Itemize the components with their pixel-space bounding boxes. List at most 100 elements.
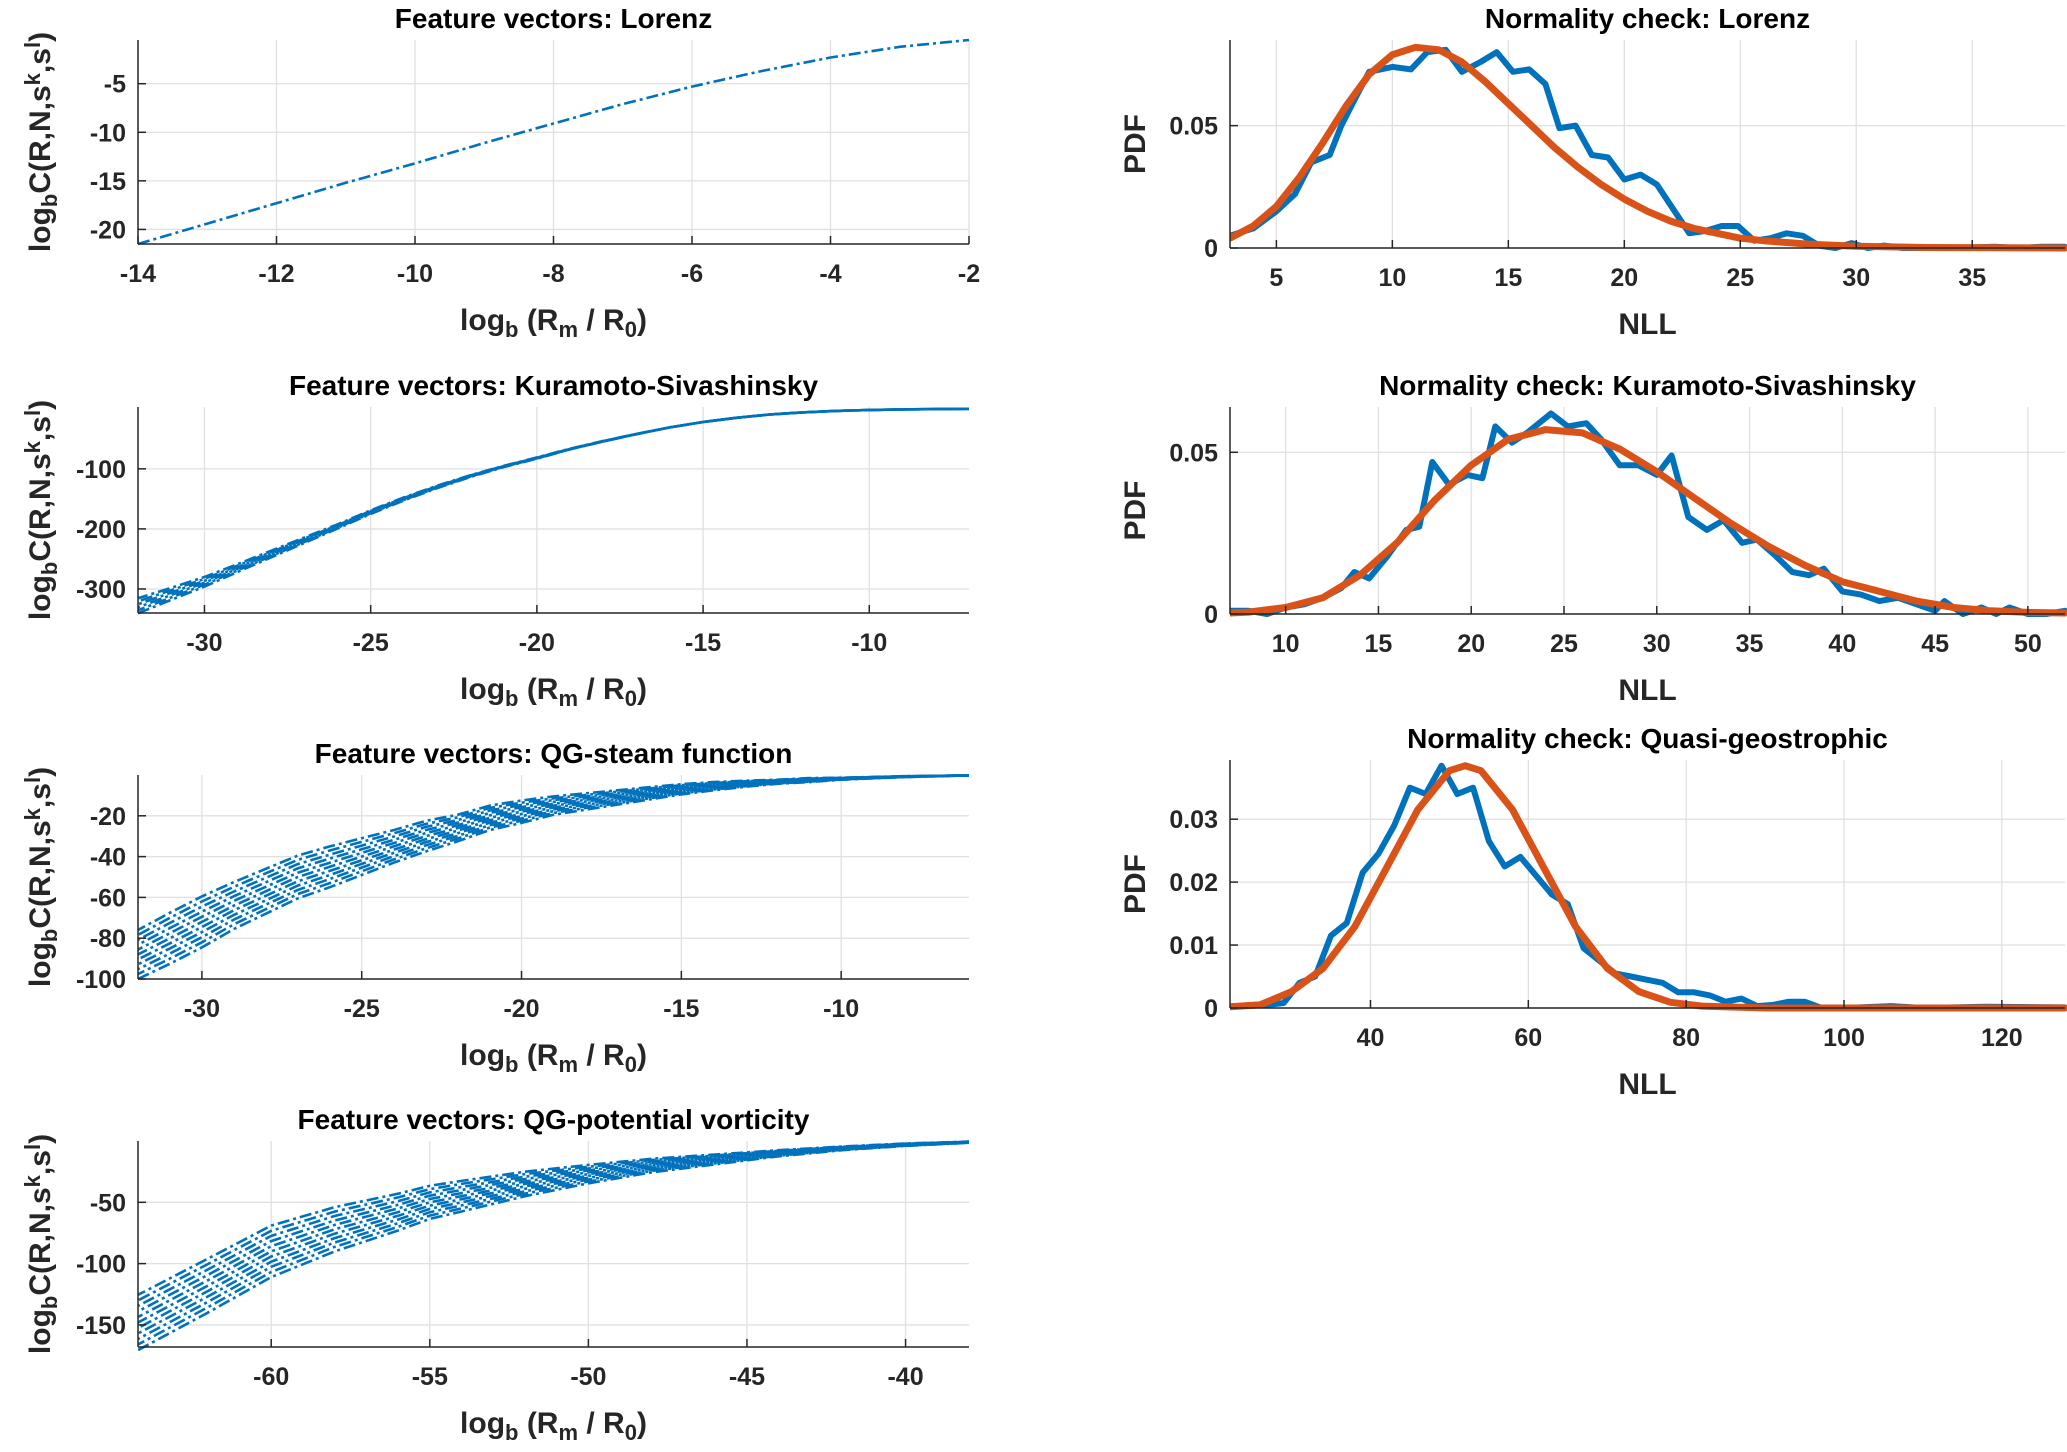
x-tick-label: -20 xyxy=(519,629,555,657)
chart-nc-qg: 40 60 80 100 120 0 0.01 0.02 0.03 Normality check… xyxy=(1119,723,2067,1101)
x-tick-label: -6 xyxy=(681,260,703,288)
label-segment: NLL xyxy=(1618,674,1676,707)
fit-series-line xyxy=(1230,426,2067,617)
x-tick-label: 30 xyxy=(1842,264,1870,292)
y-tick-label: 0.05 xyxy=(1169,439,1218,467)
label-segment: C(R,N,s xyxy=(24,1187,57,1295)
y-axis-label: logbC(R,N,sk,sl) xyxy=(20,400,61,620)
label-segment: l xyxy=(20,777,45,783)
label-segment: m xyxy=(558,317,578,342)
y-tick-label: 0.01 xyxy=(1169,932,1218,960)
x-axis-label: logb (Rm / R0) xyxy=(460,304,647,342)
y-tick-label: -50 xyxy=(90,1189,126,1217)
label-segment: b xyxy=(505,1420,518,1445)
plot-area xyxy=(1230,43,2067,252)
y-tick-label: -200 xyxy=(76,516,126,544)
x-tick-label: 25 xyxy=(1726,264,1754,292)
label-segment: l xyxy=(20,42,45,48)
feature-vector-line xyxy=(138,407,970,606)
y-axis-label: PDF xyxy=(1119,854,1152,914)
label-segment: / R xyxy=(578,673,625,706)
chart-title: Normality check: Kuramoto-Sivashinsky xyxy=(1379,370,1916,401)
label-segment: PDF xyxy=(1119,114,1152,174)
chart-title: Normality check: Lorenz xyxy=(1485,3,1810,34)
feature-vector-line xyxy=(138,774,970,961)
label-segment: (R xyxy=(518,1407,558,1440)
feature-vector-line xyxy=(138,407,970,603)
label-segment: log xyxy=(24,575,57,620)
x-tick-label: -14 xyxy=(120,260,156,288)
chart-title: Feature vectors: Lorenz xyxy=(395,3,712,34)
label-segment: b xyxy=(37,929,62,942)
feature-vector-line xyxy=(138,1141,970,1346)
label-segment: ) xyxy=(24,1134,57,1144)
y-tick-label: 0 xyxy=(1204,601,1218,629)
plot-area xyxy=(1230,762,2067,1012)
label-segment: log xyxy=(24,1309,57,1354)
y-tick-label: -40 xyxy=(90,844,126,872)
y-tick-label: 0.05 xyxy=(1169,113,1218,141)
x-tick-label: 10 xyxy=(1378,264,1406,292)
y-axis-label: PDF xyxy=(1119,481,1152,541)
x-tick-label: -30 xyxy=(186,629,222,657)
chart-fv-qg-stream: -30 -25 -20 -15 -10 -100 -80 -60 -40 -20 Feature v… xyxy=(20,738,970,1077)
x-tick-label: 45 xyxy=(1921,630,1949,658)
label-segment: ) xyxy=(637,1407,647,1440)
y-tick-label: 0.03 xyxy=(1169,806,1218,834)
feature-vector-line xyxy=(138,1140,970,1297)
x-tick-label: -15 xyxy=(685,629,721,657)
plot-area xyxy=(138,1140,970,1351)
chart-nc-lorenz: 5 10 15 20 25 30 35 0 0.05 Normality check: Loren… xyxy=(1119,3,2067,341)
label-segment: ) xyxy=(637,673,647,706)
label-segment: b xyxy=(37,562,62,575)
label-segment: log xyxy=(460,1407,505,1440)
y-tick-label: -300 xyxy=(76,576,126,604)
x-tick-label: -40 xyxy=(887,1363,923,1391)
feature-vector-line xyxy=(138,774,970,941)
x-tick-label: -10 xyxy=(397,260,433,288)
feature-vector-line xyxy=(138,1140,970,1308)
label-segment: ) xyxy=(24,32,57,42)
feature-vector-line xyxy=(138,1140,970,1302)
label-segment: 0 xyxy=(625,1052,637,1077)
chart-fv-ks: -30 -25 -20 -15 -10 -300 -200 -100 Feature vecto… xyxy=(20,370,970,711)
label-segment: ,s xyxy=(24,416,57,441)
plot-area xyxy=(1230,410,2067,617)
chart-title: Feature vectors: QG-steam function xyxy=(315,738,793,769)
label-segment: b xyxy=(505,317,518,342)
x-tick-label: 20 xyxy=(1610,264,1638,292)
y-tick-label: -5 xyxy=(104,71,126,99)
x-tick-label: -20 xyxy=(503,995,539,1023)
feature-vector-line xyxy=(138,1141,970,1341)
x-tick-label: -45 xyxy=(729,1363,765,1391)
x-tick-label: -4 xyxy=(819,260,841,288)
x-tick-label: -12 xyxy=(258,260,294,288)
x-axis-label: logb (Rm / R0) xyxy=(460,1039,647,1077)
label-segment: m xyxy=(558,1052,578,1077)
label-segment: (R xyxy=(518,304,558,337)
label-segment: (R xyxy=(518,1039,558,1072)
label-segment: NLL xyxy=(1618,308,1676,341)
label-segment: b xyxy=(505,686,518,711)
y-tick-label: -100 xyxy=(76,966,126,994)
label-segment: (R xyxy=(518,673,558,706)
label-segment: PDF xyxy=(1119,481,1152,541)
label-segment: ,s xyxy=(24,1150,57,1175)
x-tick-label: -50 xyxy=(570,1363,606,1391)
y-tick-label: -60 xyxy=(90,884,126,912)
x-tick-label: 40 xyxy=(1357,1024,1385,1052)
x-tick-label: 30 xyxy=(1643,630,1671,658)
x-tick-label: 100 xyxy=(1823,1024,1865,1052)
label-segment: ) xyxy=(24,400,57,410)
label-segment: log xyxy=(24,207,57,252)
y-axis-label: PDF xyxy=(1119,114,1152,174)
feature-vector-line xyxy=(138,407,970,609)
label-segment: k xyxy=(20,1174,45,1187)
chart-nc-ks: 10 15 20 25 30 35 40 45 50 0 0.05 Normality check: … xyxy=(1119,370,2067,707)
x-tick-label: -30 xyxy=(184,995,220,1023)
y-axis-label: logbC(R,N,sk,sl) xyxy=(20,32,61,252)
empirical-series-line xyxy=(1230,410,2067,617)
feature-vector-line xyxy=(138,774,970,932)
label-segment: log xyxy=(24,942,57,987)
